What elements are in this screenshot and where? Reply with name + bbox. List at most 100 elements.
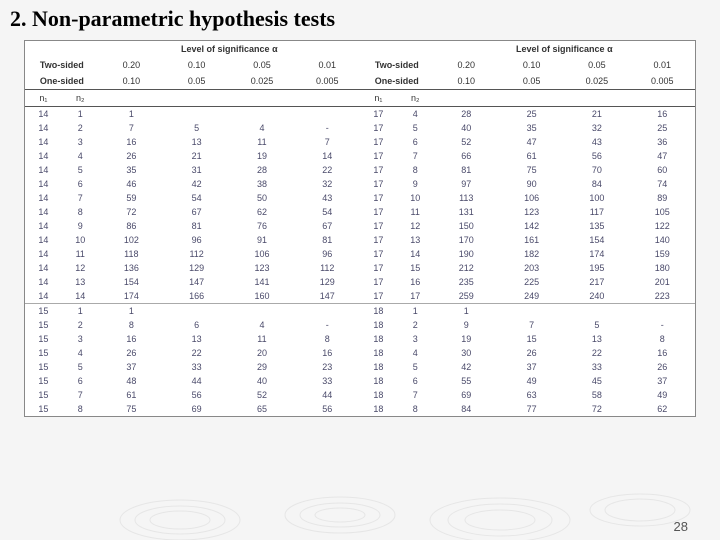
page-number: 28	[674, 519, 688, 534]
table-cell: 16	[630, 346, 695, 360]
hdr-val: 0.025	[229, 73, 294, 90]
table-cell: 25	[499, 107, 564, 122]
table-cell: 106	[499, 191, 564, 205]
table-cell: 12	[62, 261, 99, 275]
table-cell: 33	[164, 360, 229, 374]
table-cell: 112	[164, 247, 229, 261]
table-cell: 140	[630, 233, 695, 247]
table-cell: 54	[164, 191, 229, 205]
level-label-left: Level of significance	[181, 44, 270, 54]
table-cell: 30	[434, 346, 499, 360]
table-cell: 118	[99, 247, 164, 261]
table-cell: 5	[62, 360, 99, 374]
table-cell: 17	[360, 163, 397, 177]
table-cell: 16	[99, 135, 164, 149]
table-cell: 14	[25, 135, 62, 149]
table-cell: 37	[630, 374, 695, 388]
hdr-val: 0.005	[630, 73, 695, 90]
table-cell: 14	[25, 205, 62, 219]
table-cell: 4	[229, 318, 294, 332]
level-label-right: Level of significance	[516, 44, 605, 54]
table-cell	[499, 304, 564, 319]
table-cell: 14	[25, 149, 62, 163]
table-cell: 16	[99, 332, 164, 346]
table-cell: 18	[360, 304, 397, 319]
table-cell: 32	[295, 177, 360, 191]
table-cell: 36	[630, 135, 695, 149]
table-cell: 42	[164, 177, 229, 191]
table-row: 1453531282217881757060	[25, 163, 695, 177]
table-cell: 15	[25, 346, 62, 360]
table-cell: 5	[164, 121, 229, 135]
table-cell	[229, 107, 294, 122]
table-row: 152864-182975-	[25, 318, 695, 332]
hdr-val: 0.05	[499, 73, 564, 90]
table-cell: 5	[397, 121, 434, 135]
table-cell: 18	[360, 402, 397, 416]
table-cell: 1	[434, 304, 499, 319]
table-cell: 14	[25, 163, 62, 177]
table-cell: 5	[564, 318, 629, 332]
table-cell: 35	[99, 163, 164, 177]
hdr-val: 0.05	[229, 57, 294, 73]
table-cell: 18	[360, 318, 397, 332]
table-cell: 17	[360, 149, 397, 163]
table-cell: 54	[295, 205, 360, 219]
table-cell: 18	[360, 374, 397, 388]
table-cell: 180	[630, 261, 695, 275]
table-cell: 10	[397, 191, 434, 205]
hdr-val: 0.05	[164, 73, 229, 90]
table-cell: 15	[25, 332, 62, 346]
table-cell: 63	[499, 388, 564, 402]
table-cell: 37	[99, 360, 164, 374]
table-cell	[164, 107, 229, 122]
table-row: 142754-17540353225	[25, 121, 695, 135]
hdr-val: 0.005	[295, 73, 360, 90]
table-cell: 15	[499, 332, 564, 346]
table-body: 141117428252116142754-175403532251431613…	[25, 107, 695, 417]
table-cell: 17	[360, 247, 397, 261]
table-cell: 31	[164, 163, 229, 177]
table-cell: 48	[99, 374, 164, 388]
alpha-right: α	[607, 44, 613, 54]
table-row: 143161311717652474336	[25, 135, 695, 149]
table-cell: 66	[434, 149, 499, 163]
table-cell: 1	[99, 304, 164, 319]
table-cell: 235	[434, 275, 499, 289]
table-cell: 117	[564, 205, 629, 219]
table-cell	[564, 304, 629, 319]
table-cell: 8	[397, 163, 434, 177]
table-cell: -	[295, 121, 360, 135]
hdr-val: 0.01	[630, 57, 695, 73]
table-cell: -	[295, 318, 360, 332]
table-cell: 14	[25, 177, 62, 191]
table-cell: 170	[434, 233, 499, 247]
table-row: 14101029691811713170161154140	[25, 233, 695, 247]
table-cell: 17	[360, 107, 397, 122]
two-sided-right: Two-sided	[360, 57, 434, 73]
table-cell: 33	[295, 374, 360, 388]
table-cell: 105	[630, 205, 695, 219]
hdr-val: 0.20	[434, 57, 499, 73]
table-cell: 13	[397, 233, 434, 247]
table-cell: 69	[434, 388, 499, 402]
table-cell	[164, 304, 229, 319]
table-cell: 259	[434, 289, 499, 304]
table-cell: 42	[434, 360, 499, 374]
table-row: 14121361291231121715212203195180	[25, 261, 695, 275]
table-cell: 7	[397, 149, 434, 163]
table-cell: 15	[25, 318, 62, 332]
table-cell: 61	[499, 149, 564, 163]
table-cell: 16	[630, 107, 695, 122]
table-cell: 6	[397, 374, 434, 388]
table-cell: 4	[397, 107, 434, 122]
table-cell: 12	[397, 219, 434, 233]
table-cell: 76	[229, 219, 294, 233]
table-cell: 17	[360, 177, 397, 191]
table-cell: 2	[62, 318, 99, 332]
table-cell: 56	[164, 388, 229, 402]
table-cell: 14	[25, 233, 62, 247]
table-cell: 58	[564, 388, 629, 402]
table-cell: 8	[62, 402, 99, 416]
table-row: 14759545043171011310610089	[25, 191, 695, 205]
